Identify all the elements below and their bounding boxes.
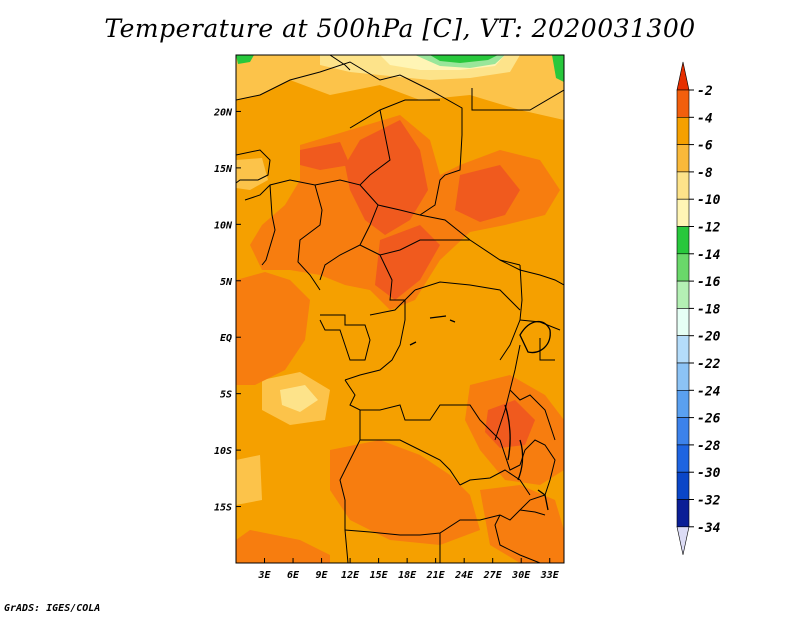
colorbar-segment [676, 226, 690, 255]
colorbar-segment [676, 499, 690, 528]
colorbar-label: -10 [697, 193, 721, 208]
lat-tick-label: 5S [220, 390, 232, 401]
colorbar-label: -28 [697, 439, 721, 454]
map-title: Temperature at 500hPa [C], VT: 202003130… [104, 14, 696, 43]
colorbar-label: -12 [697, 221, 721, 236]
lon-tick-label: 27E [483, 570, 503, 581]
lat-tick-label: 20N [213, 107, 233, 118]
lakes [409, 315, 551, 511]
colorbar-label: -22 [697, 357, 721, 372]
colorbar-segment [676, 389, 690, 418]
colorbar-segment [676, 335, 690, 364]
colorbar-label: -24 [697, 384, 721, 399]
colorbar-segment [676, 308, 690, 336]
lon-tick-label: 21E [426, 570, 446, 581]
lon-tick-label: 33E [540, 570, 560, 581]
temperature-field [236, 55, 564, 563]
colorbar-label: -14 [697, 248, 721, 263]
colorbar-label: -2 [697, 84, 713, 99]
colorbar-label: -8 [697, 166, 713, 181]
colorbar-segment [676, 471, 690, 500]
colorbar-label: -16 [697, 275, 721, 290]
country-borders [236, 55, 564, 563]
lat-tick-label: 15S [214, 503, 232, 514]
colorbar-segment [676, 444, 690, 473]
colorbar-bottom-arrow [676, 526, 690, 555]
colorbar-segment [676, 171, 690, 200]
lon-tick-label: 3E [257, 570, 271, 581]
colorbar-segment [676, 144, 690, 173]
colorbar: -2 -4 -6 -8 -10 -12 -14 -16 -18 -20 -22 -24 -26 -28 -3… [676, 61, 721, 555]
lat-tick-label: 5N [220, 277, 233, 288]
colorbar-segment [676, 198, 690, 227]
lon-tick-label: 9E [316, 570, 329, 581]
colorbar-label: -6 [697, 139, 713, 154]
colorbar-segment [676, 117, 690, 145]
colorbar-segment [676, 280, 690, 309]
colorbar-segment [676, 362, 690, 391]
lat-tick-label: 10S [214, 446, 232, 457]
lon-tick-label: 6E [287, 570, 300, 581]
longitude-axis: 3E 6E 9E 12E 15E 18E 21E 24E 27E 30E 33E [257, 558, 560, 581]
colorbar-label: -26 [697, 412, 721, 427]
colorbar-segment [676, 89, 690, 118]
lat-tick-label: 10N [214, 220, 233, 231]
colorbar-label: -4 [697, 111, 713, 126]
colorbar-label: -30 [697, 466, 721, 481]
lat-tick-label: EQ [220, 333, 232, 344]
colorbar-label: -32 [697, 494, 721, 509]
lat-tick-label: 15N [214, 164, 233, 175]
latitude-axis: 20N 15N 10N 5N EQ 5S 10S 15S [213, 107, 241, 514]
colorbar-segment [676, 253, 690, 282]
colorbar-label: -20 [697, 330, 721, 345]
colorbar-label: -34 [697, 521, 721, 536]
colorbar-top-arrow [676, 61, 690, 91]
lon-tick-label: 12E [341, 570, 360, 581]
lon-tick-label: 24E [454, 570, 474, 581]
plot-frame [235, 54, 565, 564]
lon-tick-label: 30E [511, 570, 531, 581]
grads-credit: GrADS: IGES/COLA [4, 603, 101, 614]
colorbar-segment [676, 417, 690, 446]
colorbar-label: -18 [697, 302, 721, 317]
lon-tick-label: 18E [398, 570, 417, 581]
lon-tick-label: 15E [370, 570, 389, 581]
